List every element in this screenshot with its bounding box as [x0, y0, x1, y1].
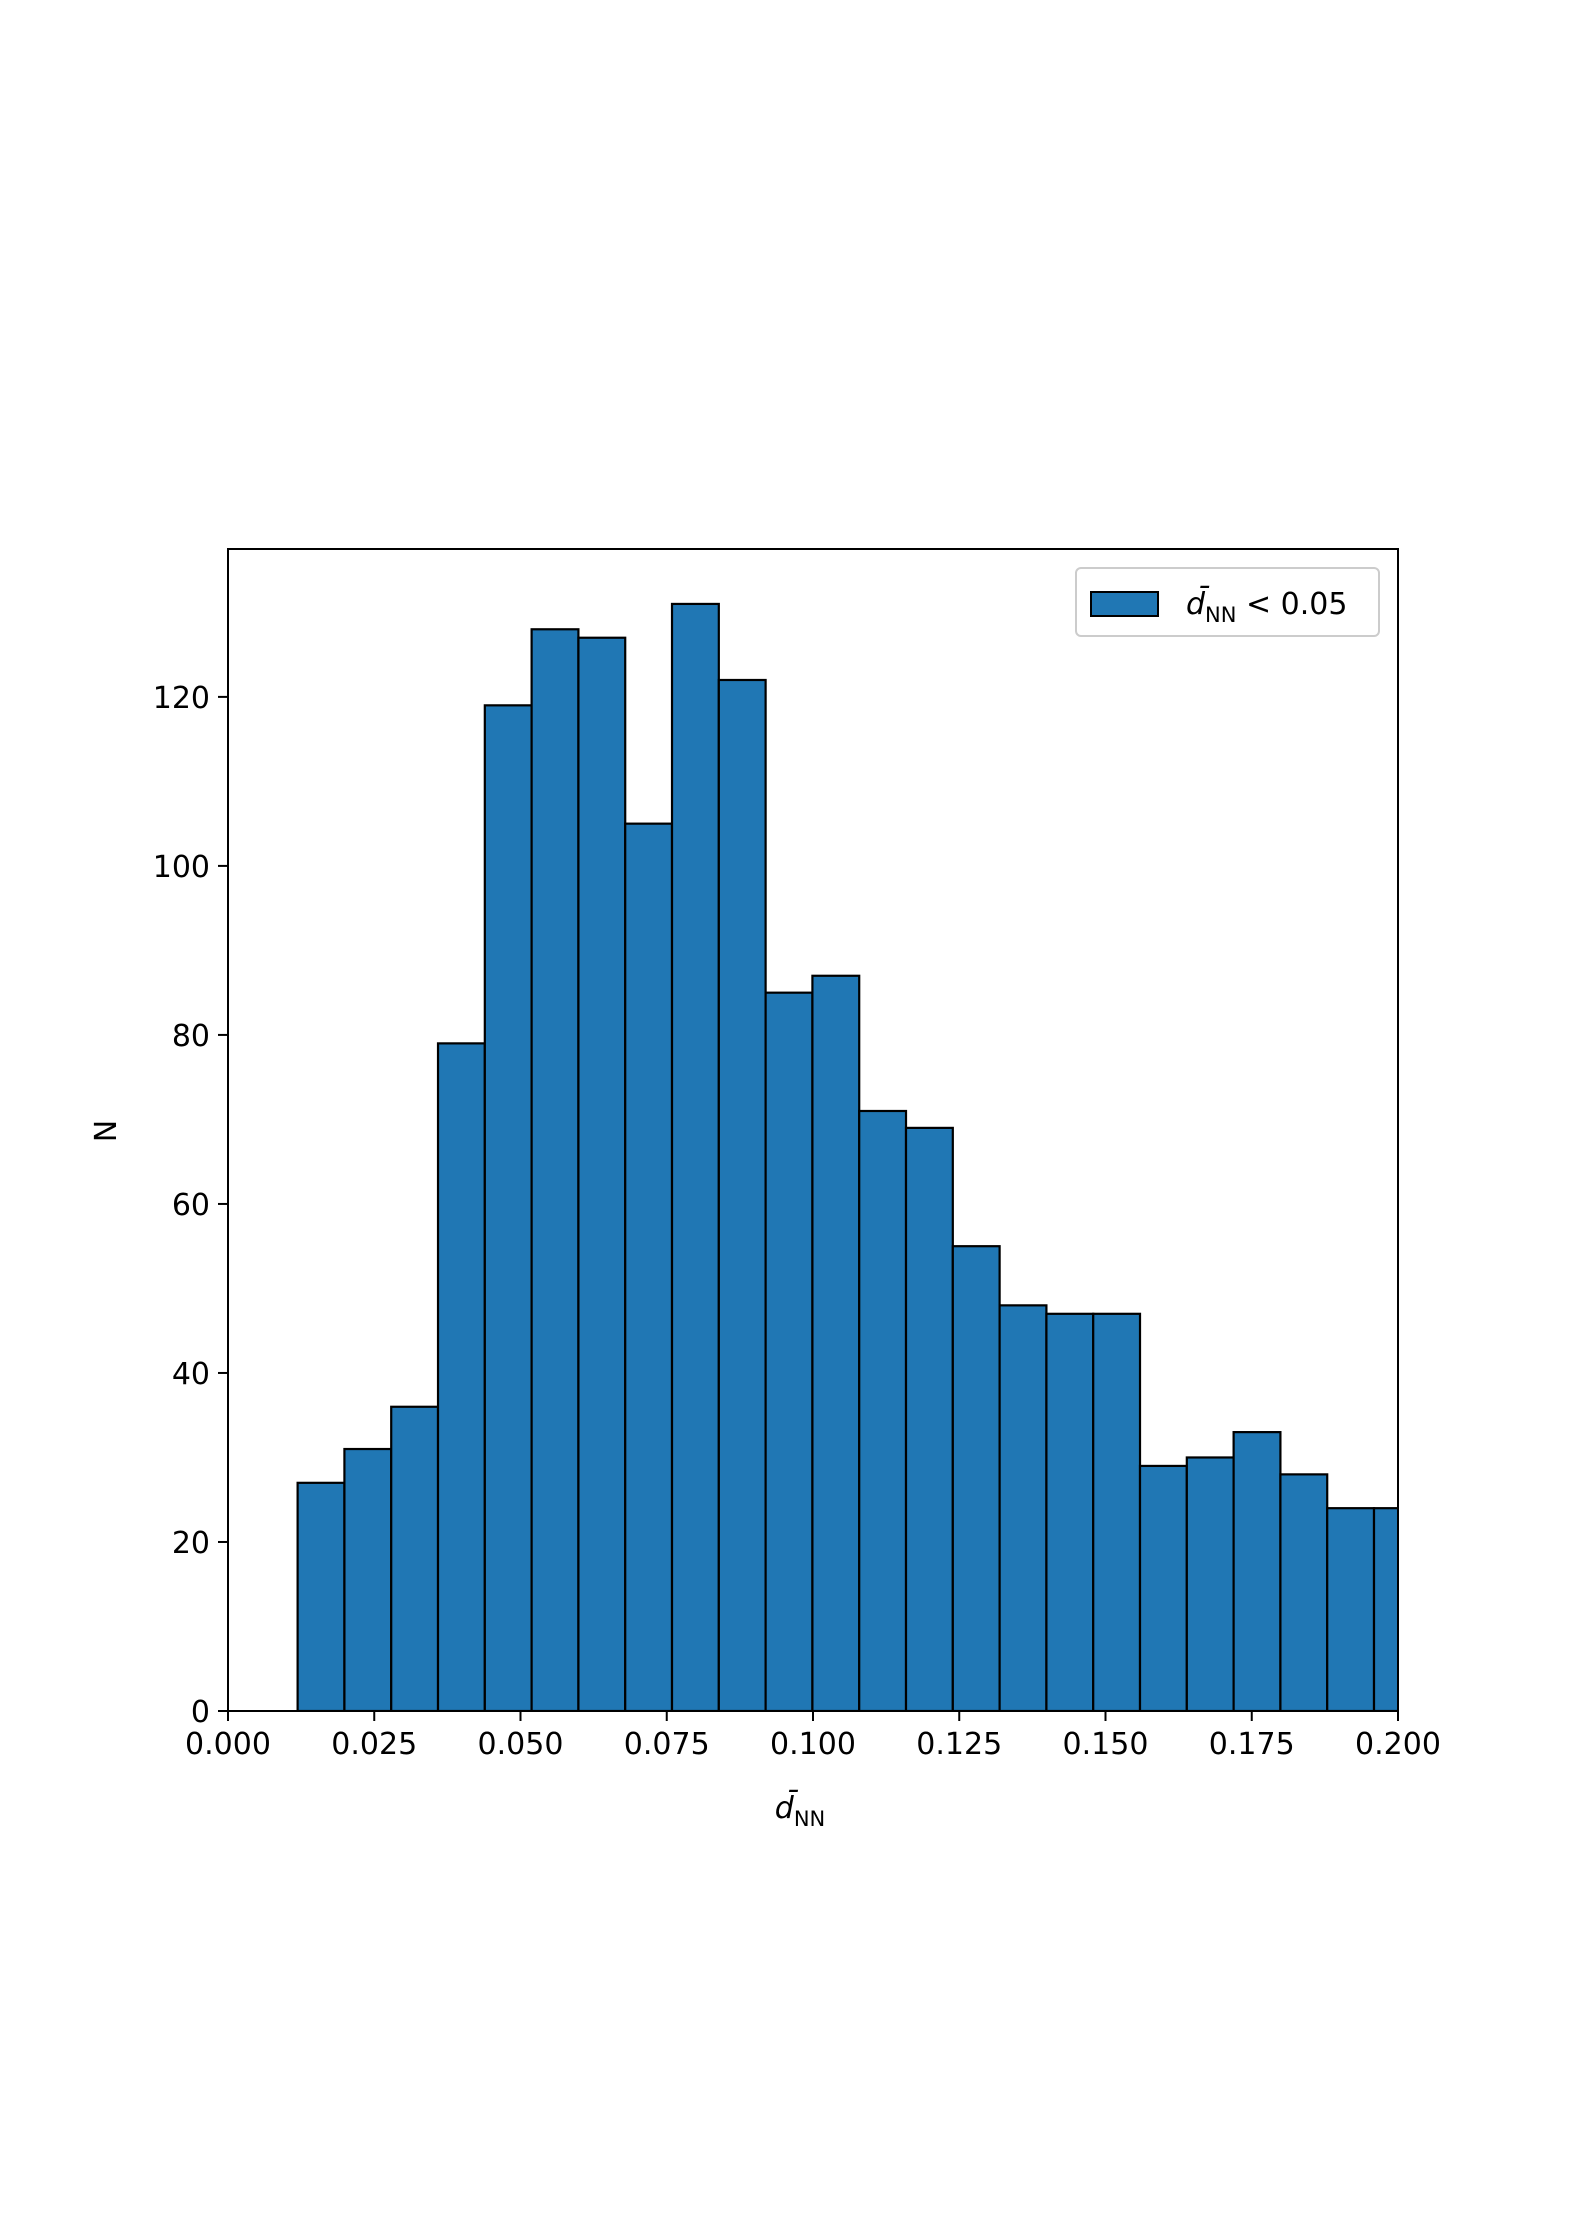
histogram-bar	[764, 991, 814, 1711]
histogram-bar	[1185, 1456, 1235, 1711]
y-tick-label: 20	[172, 1526, 210, 1561]
legend: d̄NN < 0.05	[1075, 567, 1380, 637]
histogram-bar	[670, 602, 720, 1711]
histogram-bar	[1326, 1507, 1376, 1711]
histogram-bar	[1092, 1312, 1142, 1711]
histogram-bar	[390, 1405, 440, 1711]
histogram-bar	[343, 1447, 393, 1711]
histogram-bar	[436, 1042, 486, 1711]
y-axis-label: N	[89, 1120, 124, 1142]
y-tick-label: 120	[153, 681, 210, 716]
y-tick-label: 100	[153, 850, 210, 885]
histogram-bar	[811, 974, 861, 1711]
histogram-bar	[998, 1304, 1048, 1711]
x-axis-label-sub: NN	[794, 1807, 825, 1831]
y-tick-label: 0	[191, 1695, 210, 1730]
legend-label-relation: < 0.05	[1236, 587, 1347, 622]
y-axis-ticks: 0 20 40 60 80 100 120	[153, 681, 228, 1730]
histogram-bar	[624, 822, 674, 1711]
x-tick-label: 0.150	[1063, 1727, 1149, 1762]
histogram-bars	[296, 602, 1398, 1711]
x-axis-label: d̄NN	[775, 1790, 825, 1831]
histogram-bar	[858, 1109, 908, 1711]
histogram-bar	[1232, 1431, 1282, 1711]
histogram-bar	[1045, 1312, 1095, 1711]
x-tick-label: 0.075	[624, 1727, 710, 1762]
x-axis-ticks: 0.000 0.025 0.050 0.075 0.100 0.125 0.150 0.175…	[185, 1711, 1441, 1762]
x-tick-label: 0.000	[185, 1727, 271, 1762]
legend-swatch	[1090, 591, 1159, 617]
y-tick-label: 80	[172, 1019, 210, 1054]
x-tick-label: 0.175	[1209, 1727, 1295, 1762]
histogram-bar	[577, 636, 627, 1711]
x-tick-label: 0.100	[770, 1727, 856, 1762]
legend-label-sub: NN	[1205, 603, 1236, 627]
y-tick-label: 40	[172, 1357, 210, 1392]
x-tick-label: 0.050	[478, 1727, 564, 1762]
histogram-bar	[296, 1481, 346, 1711]
histogram-bar	[530, 628, 580, 1711]
histogram-bar	[1138, 1464, 1188, 1711]
histogram-bar	[1279, 1473, 1329, 1711]
x-tick-label: 0.125	[916, 1727, 1002, 1762]
histogram-bar	[717, 678, 767, 1711]
legend-label: d̄NN < 0.05	[1186, 586, 1347, 627]
histogram-bar	[951, 1245, 1001, 1711]
legend-box	[1075, 567, 1380, 637]
y-tick-label: 60	[172, 1188, 210, 1223]
x-tick-label: 0.025	[331, 1727, 417, 1762]
x-tick-label: 0.200	[1355, 1727, 1441, 1762]
histogram-bar	[483, 704, 533, 1711]
histogram-bar	[904, 1126, 954, 1711]
